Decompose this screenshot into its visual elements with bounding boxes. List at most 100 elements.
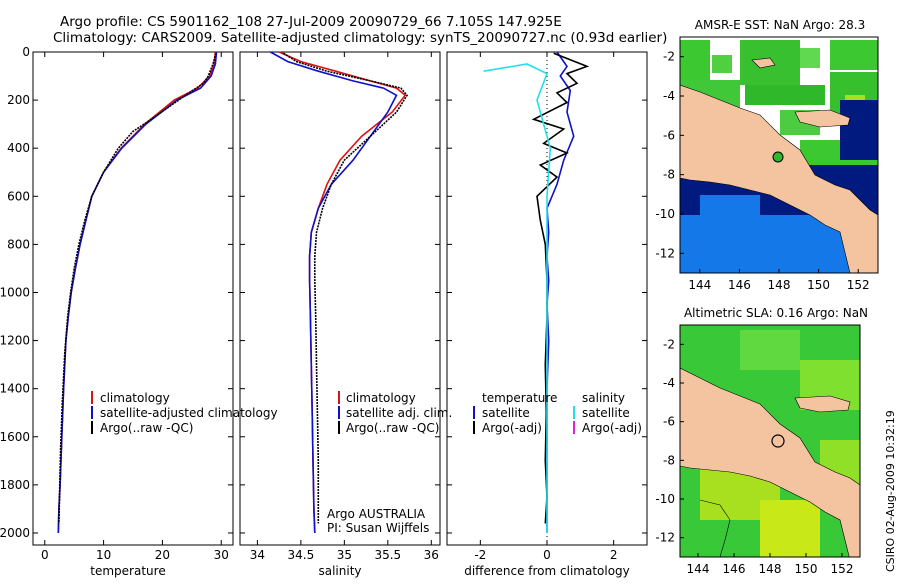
lat-tick-label: -10	[655, 207, 675, 221]
sst-ocean-dark	[840, 100, 878, 160]
legend-label-argo: Argo(..raw -QC)	[346, 421, 439, 435]
legend-label-satellite: satellite-adjusted climatology	[100, 406, 278, 420]
salinity-x-label: salinity	[318, 564, 361, 578]
y-tick-label: 1800	[0, 478, 30, 492]
legend-label-sal-satellite: satellite	[582, 406, 630, 420]
sst-lat-ticks: -2 -4 -6 -8 -10 -12	[655, 50, 684, 260]
series-line-argo	[283, 52, 408, 524]
temperature-series	[57, 51, 218, 534]
lat-tick-label: -6	[663, 415, 675, 429]
salinity-panel: 34 34.5 35 35.5 36 salinity climatology sate…	[239, 51, 452, 578]
y-tick-label: 800	[7, 237, 30, 251]
footer-credit: CSIRO 02-Aug-2009 10:32:19	[884, 410, 897, 572]
depth-y-ticks: 0 200 400 600 800 1000 1200 1400 1600 1800 2000	[0, 45, 30, 540]
x-tick-label: 35.5	[374, 548, 401, 562]
x-tick-label: 35	[337, 548, 352, 562]
legend-label-climatology: climatology	[100, 391, 170, 405]
salinity-axes-frame	[239, 51, 441, 546]
lon-tick-label: 148	[759, 562, 782, 576]
new-guinea-land	[680, 367, 860, 557]
y-tick-label: 600	[7, 189, 30, 203]
lat-tick-label: -4	[663, 376, 675, 390]
y-tick-label: 1200	[0, 334, 30, 348]
difference-legend: temperature satellite Argo(-adj) salinit…	[473, 391, 642, 435]
ocean-contour	[699, 499, 731, 557]
sla-lon-ticks: 144 146 148 150 152	[687, 553, 854, 576]
argo-float-marker	[771, 434, 785, 448]
sst-ocean-blue	[700, 195, 760, 220]
temperature-x-ticks: 0 10 20 30	[41, 52, 229, 562]
sla-patch	[760, 500, 820, 557]
legend-label-sal-argo: Argo(-adj)	[582, 421, 642, 435]
x-tick-label: 20	[155, 548, 170, 562]
sla-map: Altimetric SLA: 0.16 Argo: NaN 144 146 148…	[655, 306, 868, 576]
difference-series	[483, 51, 590, 533]
sst-patch	[712, 55, 732, 73]
lon-tick-label: 150	[795, 562, 818, 576]
sst-patch	[830, 40, 878, 70]
x-tick-label: 34	[250, 548, 265, 562]
lat-tick-label: -2	[663, 50, 675, 64]
sst-lon-ticks: 144 146 148 150 152	[688, 269, 870, 292]
sla-patch	[740, 330, 800, 370]
salinity-series	[270, 51, 408, 534]
y-tick-label: 0	[22, 45, 30, 59]
x-tick-label: 2	[610, 548, 618, 562]
sst-patch	[680, 40, 710, 80]
series-line-satellite	[483, 63, 552, 533]
new-guinea-land	[680, 84, 878, 273]
sst-patch	[745, 85, 825, 105]
island-land	[794, 395, 851, 413]
x-tick-label: 36	[424, 548, 439, 562]
temperature-panel: 0 10 20 30 0 200 400 600 800 1000 1200 1400 1600 180…	[0, 45, 278, 578]
header-line-2: Climatology: CARS2009. Satellite-adjuste…	[53, 30, 667, 46]
y-tick-label: 1000	[0, 285, 30, 299]
temperature-legend: climatology satellite-adjusted climatolo…	[91, 391, 278, 435]
sla-map-area	[680, 325, 860, 557]
series-line-argo	[531, 52, 590, 524]
legend-header-temperature: temperature	[482, 391, 557, 405]
lon-tick-label: 150	[807, 278, 830, 292]
header-line-1: Argo profile: CS 5901162_108 27-Jul-2009…	[60, 14, 562, 30]
salinity-x-ticks: 34 34.5 35 35.5 36	[250, 52, 439, 562]
lon-tick-label: 144	[687, 562, 710, 576]
y-tick-label: 1600	[0, 430, 30, 444]
series-line-climatology	[57, 51, 217, 534]
series-line-satellite	[270, 51, 398, 534]
sst-map-area	[680, 37, 878, 273]
y-tick-label: 200	[7, 93, 30, 107]
sst-map: AMSR-E SST: NaN Argo: 28.3	[655, 18, 879, 292]
sst-patch	[800, 48, 820, 68]
lat-tick-label: -12	[655, 531, 675, 545]
y-tick-label: 400	[7, 141, 30, 155]
argo-country-note: Argo AUSTRALIA	[327, 507, 426, 521]
lat-tick-label: -8	[663, 168, 675, 182]
lon-tick-label: 146	[723, 562, 746, 576]
lon-tick-label: 152	[831, 562, 854, 576]
temperature-x-label: temperature	[90, 564, 165, 578]
lat-tick-label: -4	[663, 89, 675, 103]
lat-tick-label: -8	[663, 453, 675, 467]
island-land	[794, 109, 851, 128]
salinity-legend: climatology satellite adj. clim. Argo(..…	[338, 391, 452, 435]
difference-x-label: difference from climatology	[464, 564, 630, 578]
x-tick-label: 10	[96, 548, 111, 562]
x-tick-label: 30	[214, 548, 229, 562]
y-tick-label: 1400	[0, 382, 30, 396]
sla-lat-ticks: -2 -4 -6 -8 -10 -12	[655, 337, 684, 545]
lat-tick-label: -2	[663, 337, 675, 351]
argo-float-marker	[772, 151, 784, 163]
island-land	[751, 57, 776, 69]
legend-label-temp-satellite: satellite	[482, 406, 530, 420]
series-line-satellite	[57, 51, 218, 534]
lon-tick-label: 146	[728, 278, 751, 292]
sst-map-title: AMSR-E SST: NaN Argo: 28.3	[695, 18, 865, 32]
legend-label-argo: Argo(..raw -QC)	[100, 421, 193, 435]
pi-note: PI: Susan Wijffels	[327, 521, 429, 535]
lon-tick-label: 152	[847, 278, 870, 292]
legend-header-salinity: salinity	[582, 391, 625, 405]
series-line-climatology	[278, 51, 407, 534]
lat-tick-label: -12	[655, 246, 675, 260]
